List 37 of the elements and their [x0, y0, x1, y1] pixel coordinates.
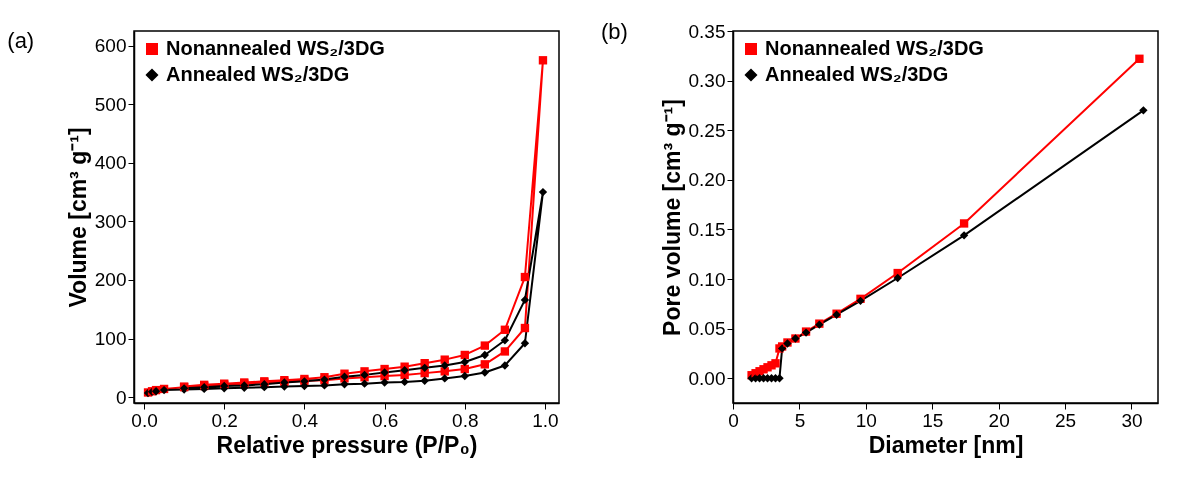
- y-tick-label: 0.20: [688, 169, 726, 191]
- x-tick-label: 30: [1121, 409, 1143, 431]
- y-tick-label: 0: [115, 386, 127, 408]
- x-tick-label: 25: [1054, 409, 1077, 431]
- y-tick-label: 0.25: [688, 119, 726, 141]
- x-tick-label: 10: [855, 409, 877, 431]
- x-tick-label: 1.0: [532, 409, 559, 431]
- y-tick-label: 0.00: [688, 367, 726, 389]
- x-tick-label: 20: [988, 409, 1010, 431]
- chart-title: (b): [601, 19, 628, 44]
- y-axis-title: Pore volume [cm³ g⁻¹]: [658, 99, 685, 336]
- legend-label: Annealed WS₂/3DG: [765, 63, 949, 85]
- x-axis-title: Relative pressure (P/P₀): [216, 431, 478, 458]
- y-tick-label: 0.30: [688, 70, 726, 92]
- x-tick-label: 0.0: [131, 409, 158, 431]
- y-tick-label: 0.05: [688, 318, 726, 340]
- y-tick-label: 400: [94, 152, 127, 174]
- y-tick-label: 0.35: [688, 20, 726, 42]
- x-tick-label: 15: [922, 409, 944, 431]
- legend-label: Annealed WS₂/3DG: [166, 63, 350, 85]
- y-tick-label: 0.15: [688, 218, 726, 240]
- y-tick-label: 200: [94, 269, 127, 291]
- y-tick-label: 100: [94, 328, 127, 350]
- legend-label: Nonannealed WS₂/3DG: [765, 37, 984, 59]
- legend-label: Nonannealed WS₂/3DG: [166, 37, 385, 59]
- x-tick-label: 0.4: [291, 409, 319, 431]
- y-tick-label: 600: [94, 35, 127, 57]
- x-tick-label: 5: [794, 409, 806, 431]
- x-tick-label: 0.2: [211, 409, 238, 431]
- x-tick-label: 0.8: [452, 409, 479, 431]
- x-axis-title: Diameter [nm]: [868, 431, 1024, 458]
- y-axis-title: Volume [cm³ g⁻¹]: [64, 127, 91, 308]
- x-tick-label: 0.6: [371, 409, 399, 431]
- y-tick-label: 500: [94, 93, 127, 115]
- chart-title: (a): [7, 28, 35, 53]
- y-tick-label: 300: [94, 210, 127, 232]
- y-tick-label: 0.10: [688, 268, 726, 290]
